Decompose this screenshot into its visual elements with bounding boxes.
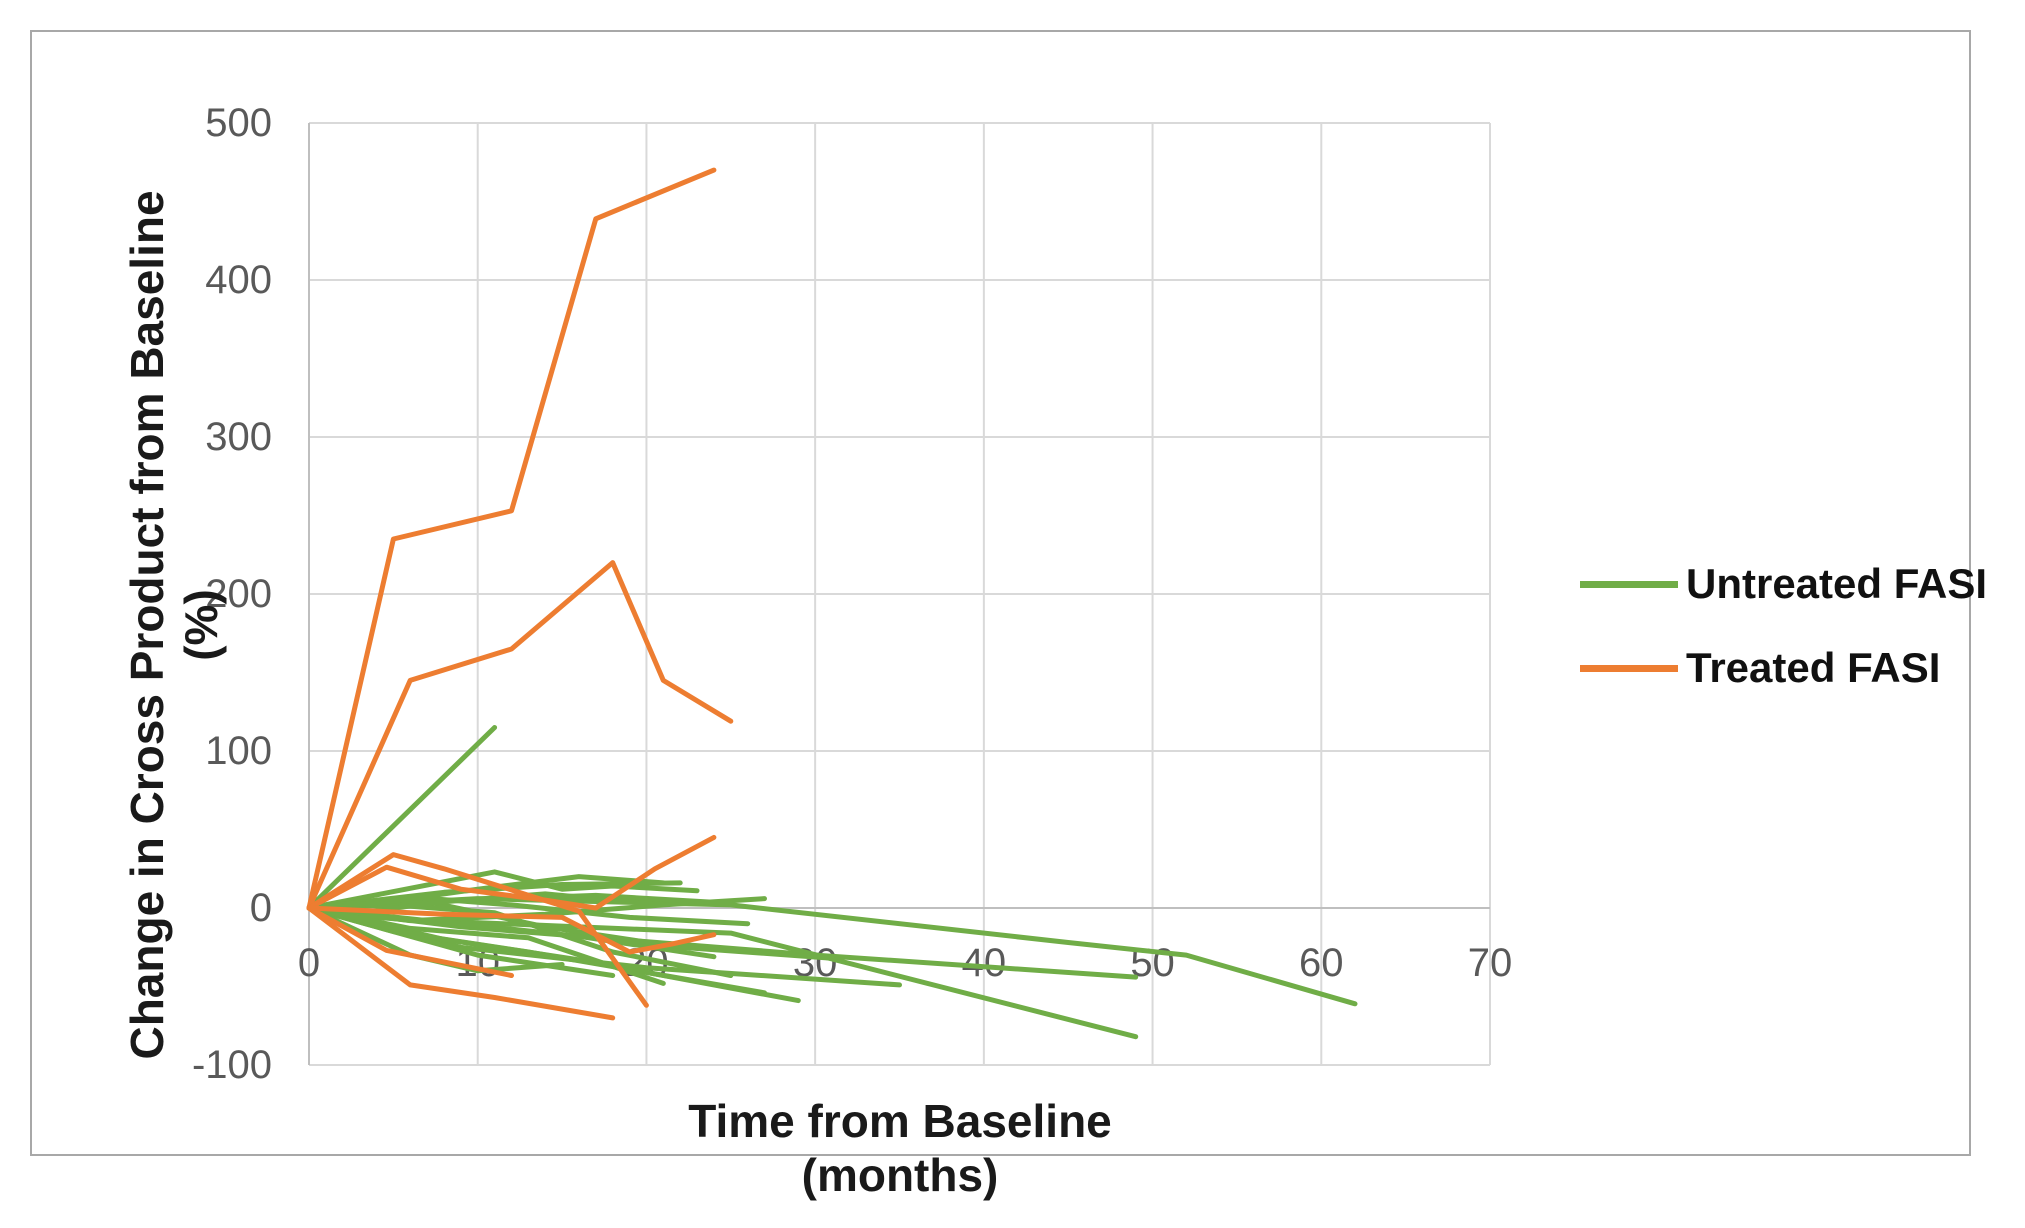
treated-series-line <box>306 905 717 955</box>
treated-series-line <box>306 905 514 978</box>
legend-item-treated: Treated FASI <box>1580 636 2010 700</box>
y-tick-label: 100 <box>205 729 272 773</box>
treated-series-line <box>306 852 649 1008</box>
x-tick-label: 70 <box>1468 941 1513 985</box>
y-tick-label: -100 <box>192 1043 272 1087</box>
legend-label-untreated: Untreated FASI <box>1686 560 1988 607</box>
treated-series-line <box>306 167 717 911</box>
x-tick-label: 40 <box>962 941 1007 985</box>
untreated-series-line <box>306 725 498 911</box>
y-tick-label: 0 <box>250 886 272 930</box>
y-tick-label: 500 <box>205 101 272 145</box>
legend: Untreated FASI Treated FASI <box>1580 552 2010 720</box>
y-tick-label: 400 <box>205 258 272 302</box>
treated-series-line <box>306 834 717 911</box>
untreated-series-line <box>306 869 700 911</box>
y-tick-label: 200 <box>205 572 272 616</box>
x-tick-label: 0 <box>298 941 320 985</box>
untreated-series-line <box>306 905 666 986</box>
untreated-line-swatch <box>1580 580 1678 588</box>
treated-line-swatch <box>1580 664 1678 672</box>
y-tick-label: 300 <box>205 415 272 459</box>
legend-item-untreated: Untreated FASI <box>1580 552 2010 616</box>
y-axis-title: Change in Cross Product from Baseline (%… <box>121 190 227 1060</box>
x-tick-label: 60 <box>1299 941 1344 985</box>
x-axis-title: Time from Baseline (months) <box>688 1095 1112 1201</box>
chart-frame: 500 400 300 200 100 0 -100 0 10 20 30 40 50 60 70 Time… <box>30 30 1987 1201</box>
treated-series-line <box>306 560 734 911</box>
treated-series-line <box>306 905 616 1021</box>
untreated-series-line <box>306 894 751 927</box>
legend-label-treated: Treated FASI <box>1686 644 1941 691</box>
